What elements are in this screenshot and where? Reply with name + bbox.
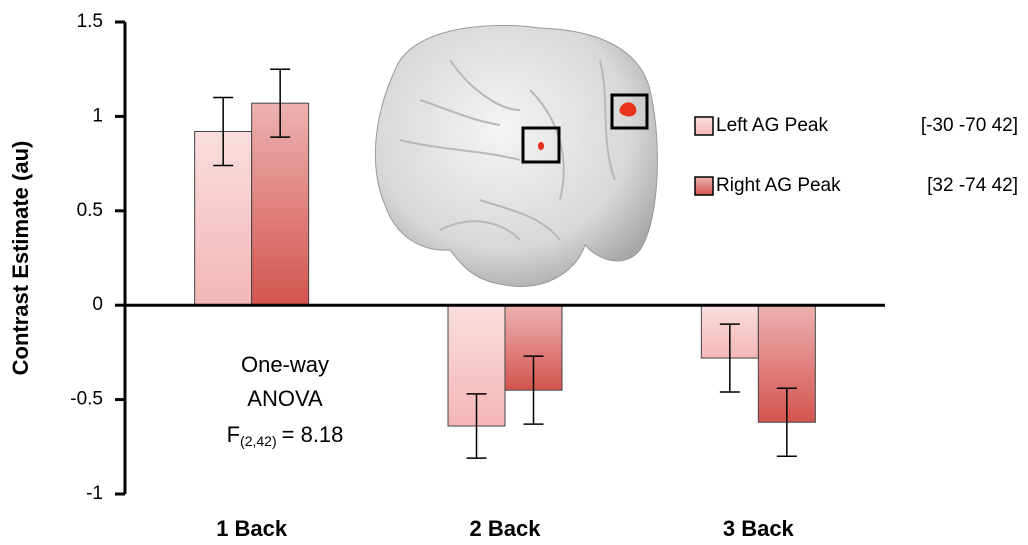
legend-coordinates: [32 -74 42] [927,175,1018,196]
legend-coordinates: [-30 -70 42] [921,115,1018,136]
y-tick-label: 0 [92,294,103,315]
legend-swatch [695,117,713,135]
annotation-line: One-way [241,352,329,377]
stat-value: = 8.18 [282,422,344,447]
x-tick-label: 3 Back [723,516,795,541]
y-tick-label: 0.5 [77,200,103,221]
x-tick-label: 1 Back [216,516,288,541]
annotation-stat: F(2,42) = 8.18 [227,422,344,449]
chart: Contrast Estimate (au) -1 -0.5 0 0.5 1 1.5 1 B… [0,0,1028,545]
stat-subscript: (2,42) [240,433,277,449]
y-tick-label: -1 [86,483,103,504]
legend-label: Left AG Peak [716,115,828,136]
x-tick-label: 2 Back [470,516,542,541]
legend-label: Right AG Peak [716,175,841,196]
annotation-line: ANOVA [247,386,323,411]
y-tick-label: 1.5 [77,11,103,32]
y-axis-label: Contrast Estimate (au) [8,141,33,376]
legend-swatch [695,177,713,195]
y-tick-label: -0.5 [70,389,103,410]
brain-image [375,25,657,286]
stat-symbol: F [227,422,240,447]
y-tick-label: 1 [92,105,103,126]
